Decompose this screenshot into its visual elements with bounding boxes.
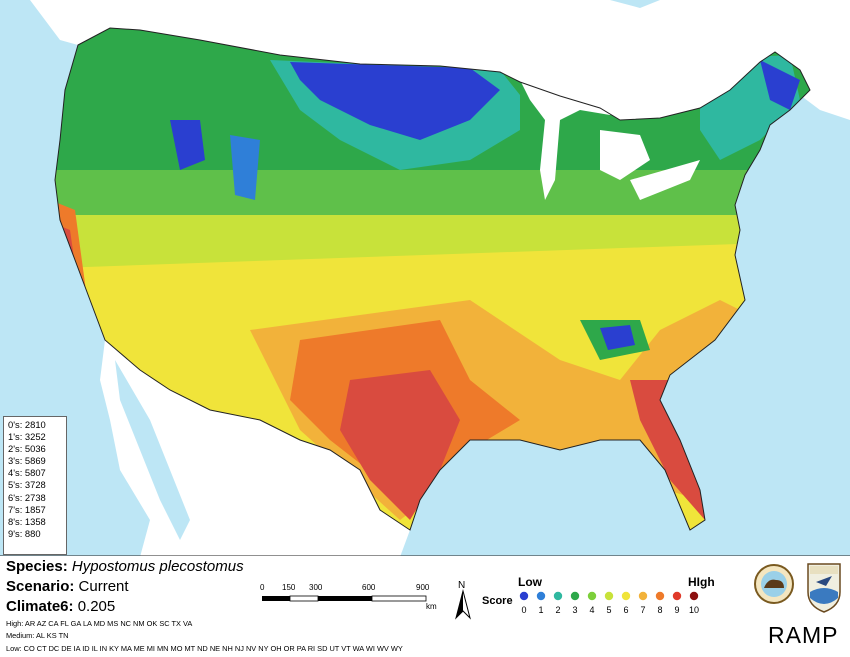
baja-water bbox=[115, 360, 190, 540]
count-2: 2's: 5036 bbox=[8, 443, 46, 455]
count-1: 1's: 3252 bbox=[8, 431, 46, 443]
legend-value-9: 9 bbox=[674, 605, 679, 615]
medium-states: Medium: AL KS TN bbox=[6, 631, 69, 640]
scale-tick-300: 300 bbox=[309, 583, 323, 592]
legend-dot-6 bbox=[621, 591, 631, 601]
count-9: 9's: 880 bbox=[8, 527, 41, 539]
species-value: Hypostomus plecostomus bbox=[71, 558, 244, 575]
scale-tick-600: 600 bbox=[362, 583, 376, 592]
legend-value-10: 10 bbox=[689, 605, 699, 615]
great-lakes bbox=[520, 80, 700, 200]
species-label: Species: bbox=[6, 558, 68, 575]
climate-value: 0.205 bbox=[77, 598, 116, 615]
species-row: Species: Hypostomus plecostomus bbox=[6, 558, 244, 575]
legend-value-4: 4 bbox=[589, 605, 594, 615]
count-3: 3's: 5869 bbox=[8, 455, 46, 467]
climate-row: Climate6: 0.205 bbox=[6, 598, 115, 615]
scenario-value: Current bbox=[78, 578, 129, 595]
score-legend: 0 1 2 3 4 5 6 7 8 9 10 bbox=[519, 591, 699, 615]
legend-value-5: 5 bbox=[606, 605, 611, 615]
legend-value-3: 3 bbox=[572, 605, 577, 615]
usfws-shield-icon bbox=[807, 563, 841, 613]
high-label: HIgh bbox=[688, 575, 715, 589]
scale-unit: km bbox=[426, 602, 437, 611]
count-8: 8's: 1358 bbox=[8, 515, 46, 527]
legend-value-1: 1 bbox=[538, 605, 543, 615]
legend-dot-7 bbox=[638, 591, 648, 601]
count-0: 0's: 2810 bbox=[8, 419, 46, 430]
scale-tick-900: 900 bbox=[416, 583, 430, 592]
doi-seal-icon bbox=[754, 564, 794, 604]
scale-tick-0: 0 bbox=[260, 583, 265, 592]
legend-dot-5 bbox=[604, 591, 614, 601]
count-6: 6's: 2738 bbox=[8, 491, 46, 503]
legend-dot-10 bbox=[689, 591, 699, 601]
us-outline bbox=[54, 27, 811, 531]
north-label: N bbox=[458, 580, 465, 591]
score-count-box: 0's: 2810 1's: 3252 2's: 5036 3's: 5869 … bbox=[3, 416, 67, 555]
scale-tick-150: 150 bbox=[282, 583, 296, 592]
scenario-label: Scenario: bbox=[6, 578, 75, 595]
legend-dot-2 bbox=[553, 591, 563, 601]
high-states: High: AR AZ CA FL GA LA MD MS NC NM OK S… bbox=[6, 619, 193, 628]
legend-value-0: 0 bbox=[521, 605, 526, 615]
agency-logos bbox=[754, 563, 841, 613]
climate-label: Climate6: bbox=[6, 598, 74, 615]
count-5: 5's: 3728 bbox=[8, 479, 46, 491]
info-panel bbox=[0, 556, 850, 657]
ramp-brand: RAMP bbox=[768, 622, 839, 648]
legend-dot-8 bbox=[655, 591, 665, 601]
legend-dot-1 bbox=[536, 591, 546, 601]
legend-dot-3 bbox=[570, 591, 580, 601]
low-label: Low bbox=[518, 575, 542, 589]
north-arrow: N bbox=[455, 580, 471, 620]
count-4: 4's: 5807 bbox=[8, 467, 46, 479]
low-states: Low: CO CT DC DE IA ID IL IN KY MA ME MI… bbox=[6, 644, 403, 653]
scale-bar: 0 150 300 600 900 km bbox=[260, 583, 437, 611]
canada-land bbox=[0, 0, 850, 120]
legend-value-2: 2 bbox=[555, 605, 560, 615]
legend-dot-4 bbox=[587, 591, 597, 601]
legend-value-6: 6 bbox=[623, 605, 628, 615]
legend-value-8: 8 bbox=[657, 605, 662, 615]
legend-value-7: 7 bbox=[640, 605, 645, 615]
legend-dot-9 bbox=[672, 591, 682, 601]
scenario-row: Scenario: Current bbox=[6, 578, 129, 595]
score-label: Score bbox=[482, 595, 513, 607]
legend-dot-0 bbox=[519, 591, 529, 601]
count-7: 7's: 1857 bbox=[8, 503, 46, 515]
climate-match-map bbox=[0, 0, 850, 557]
